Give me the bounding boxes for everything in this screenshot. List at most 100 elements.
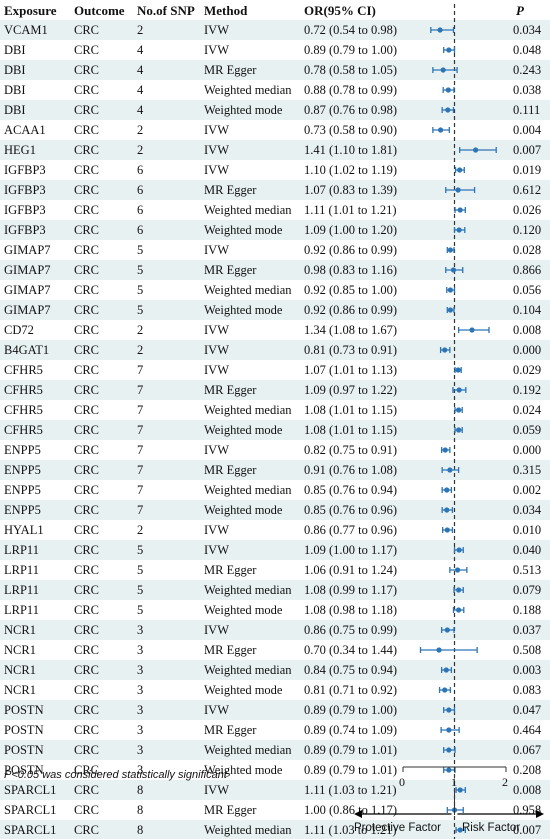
exposure-cell: DBI bbox=[4, 63, 26, 77]
or-ci-cell: 1.06 (0.91 to 1.24) bbox=[304, 563, 398, 577]
exposure-cell: SPARCL1 bbox=[4, 783, 57, 797]
snp-count-cell: 7 bbox=[137, 363, 144, 377]
method-cell: Weighted median bbox=[204, 203, 292, 217]
p-value-cell: 0.007 bbox=[513, 823, 542, 837]
outcome-cell: CRC bbox=[74, 643, 100, 657]
table-row: POSTN CRC 3 IVW 0.89 (0.79 to 1.00) 0.047 bbox=[0, 700, 550, 720]
exposure-cell: B4GAT1 bbox=[4, 343, 50, 357]
x-tick-label-2: 2 bbox=[502, 775, 508, 789]
exposure-cell: IGFBP3 bbox=[4, 223, 46, 237]
exposure-cell: ENPP5 bbox=[4, 443, 41, 457]
outcome-cell: CRC bbox=[74, 43, 100, 57]
snp-count-cell: 4 bbox=[137, 43, 144, 57]
or-ci-cell: 0.86 (0.75 to 0.99) bbox=[304, 623, 398, 637]
p-value-cell: 0.464 bbox=[513, 723, 542, 737]
or-ci-cell: 0.85 (0.76 to 0.94) bbox=[304, 483, 398, 497]
p-value-cell: 0.243 bbox=[513, 63, 542, 77]
outcome-cell: CRC bbox=[74, 23, 100, 37]
snp-count-cell: 7 bbox=[137, 483, 144, 497]
exposure-cell: CFHR5 bbox=[4, 383, 43, 397]
table-row: ENPP5 CRC 7 MR Egger 0.91 (0.76 to 1.08) 0.31… bbox=[0, 460, 550, 480]
or-ci-cell: 1.11 (1.03 to 1.21) bbox=[304, 783, 397, 797]
outcome-cell: CRC bbox=[74, 743, 100, 757]
outcome-cell: CRC bbox=[74, 503, 100, 517]
outcome-cell: CRC bbox=[74, 83, 100, 97]
exposure-cell: POSTN bbox=[4, 743, 44, 757]
or-ci-cell: 0.72 (0.54 to 0.98) bbox=[304, 23, 398, 37]
snp-count-cell: 8 bbox=[137, 783, 144, 797]
table-row: CFHR5 CRC 7 MR Egger 1.09 (0.97 to 1.22) 0.19… bbox=[0, 380, 550, 400]
outcome-cell: CRC bbox=[74, 723, 100, 737]
snp-count-cell: 5 bbox=[137, 563, 144, 577]
method-cell: IVW bbox=[204, 323, 229, 337]
snp-count-cell: 3 bbox=[137, 723, 144, 737]
method-cell: Weighted mode bbox=[204, 763, 283, 777]
method-cell: IVW bbox=[204, 143, 229, 157]
snp-count-cell: 2 bbox=[137, 23, 144, 37]
method-cell: Weighted median bbox=[204, 743, 292, 757]
or-ci-cell: 1.08 (0.99 to 1.17) bbox=[304, 583, 398, 597]
method-cell: MR Egger bbox=[204, 643, 257, 657]
outcome-cell: CRC bbox=[74, 383, 100, 397]
method-cell: Weighted median bbox=[204, 663, 292, 677]
or-point bbox=[446, 707, 452, 713]
or-point bbox=[445, 107, 451, 113]
exposure-cell: NCR1 bbox=[4, 683, 36, 697]
snp-count-cell: 6 bbox=[137, 183, 144, 197]
or-point bbox=[446, 767, 452, 773]
exposure-cell: NCR1 bbox=[4, 643, 36, 657]
outcome-cell: CRC bbox=[74, 183, 100, 197]
method-cell: Weighted mode bbox=[204, 423, 283, 437]
method-cell: Weighted mode bbox=[204, 603, 283, 617]
or-ci-cell: 0.88 (0.78 to 0.99) bbox=[304, 83, 398, 97]
table-row: LRP11 CRC 5 MR Egger 1.06 (0.91 to 1.24) 0.51… bbox=[0, 560, 550, 580]
or-ci-cell: 1.10 (1.02 to 1.19) bbox=[304, 163, 398, 177]
snp-count-cell: 2 bbox=[137, 143, 144, 157]
method-cell: IVW bbox=[204, 123, 229, 137]
protective-arrow-head bbox=[354, 810, 362, 818]
outcome-cell: CRC bbox=[74, 783, 100, 797]
or-point bbox=[440, 67, 446, 73]
exposure-cell: ENPP5 bbox=[4, 483, 41, 497]
table-row: NCR1 CRC 3 IVW 0.86 (0.75 to 0.99) 0.037 bbox=[0, 620, 550, 640]
method-cell: IVW bbox=[204, 523, 229, 537]
outcome-cell: CRC bbox=[74, 243, 100, 257]
or-ci-cell: 1.11 (1.03 to 1.21) bbox=[304, 823, 397, 837]
header-outcome: Outcome bbox=[74, 3, 125, 18]
outcome-cell: CRC bbox=[74, 283, 100, 297]
p-value-cell: 0.508 bbox=[513, 643, 542, 657]
exposure-cell: GIMAP7 bbox=[4, 263, 51, 277]
method-cell: IVW bbox=[204, 543, 229, 557]
header-snp: No.of SNP bbox=[137, 3, 195, 18]
exposure-cell: SPARCL1 bbox=[4, 823, 57, 837]
p-value-cell: 0.513 bbox=[513, 563, 542, 577]
or-ci-cell: 0.87 (0.76 to 0.98) bbox=[304, 103, 398, 117]
outcome-cell: CRC bbox=[74, 543, 100, 557]
exposure-cell: LRP11 bbox=[4, 583, 39, 597]
or-point bbox=[457, 207, 463, 213]
table-row: IGFBP3 CRC 6 MR Egger 1.07 (0.83 to 1.39) 0.6… bbox=[0, 180, 550, 200]
or-point bbox=[437, 27, 443, 33]
table-row: DBI CRC 4 IVW 0.89 (0.79 to 1.00) 0.048 bbox=[0, 40, 550, 60]
p-value-cell: 0.019 bbox=[513, 163, 542, 177]
p-value-cell: 0.002 bbox=[513, 483, 542, 497]
method-cell: IVW bbox=[204, 23, 229, 37]
snp-count-cell: 3 bbox=[137, 763, 144, 777]
snp-count-cell: 6 bbox=[137, 203, 144, 217]
risk-factor-label: Risk Factor bbox=[462, 822, 521, 834]
table-row: GIMAP7 CRC 5 Weighted median 0.92 (0.85 to 1… bbox=[0, 280, 550, 300]
exposure-cell: GIMAP7 bbox=[4, 303, 51, 317]
outcome-cell: CRC bbox=[74, 343, 100, 357]
outcome-cell: CRC bbox=[74, 803, 100, 817]
or-ci-cell: 1.07 (0.83 to 1.39) bbox=[304, 183, 398, 197]
table-row: POSTN CRC 3 Weighted mode 0.89 (0.79 to 1.01… bbox=[0, 760, 550, 780]
table-row: GIMAP7 CRC 5 IVW 0.92 (0.86 to 0.99) 0.028 bbox=[0, 240, 550, 260]
or-point bbox=[455, 187, 461, 193]
or-point bbox=[469, 327, 475, 333]
table-row: GIMAP7 CRC 5 MR Egger 0.98 (0.83 to 1.16) 0.8… bbox=[0, 260, 550, 280]
or-ci-cell: 0.78 (0.58 to 1.05) bbox=[304, 63, 398, 77]
exposure-cell: CD72 bbox=[4, 323, 34, 337]
p-value-cell: 0.059 bbox=[513, 423, 542, 437]
snp-count-cell: 3 bbox=[137, 623, 144, 637]
snp-count-cell: 5 bbox=[137, 243, 144, 257]
